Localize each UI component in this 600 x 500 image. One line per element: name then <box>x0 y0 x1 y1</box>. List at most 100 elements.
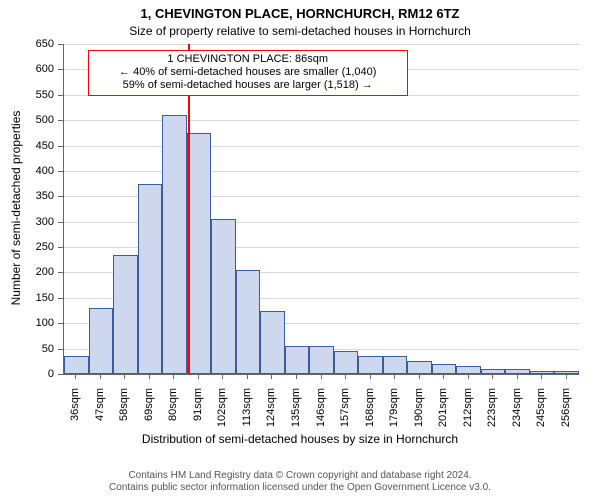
gridline <box>64 146 579 147</box>
xtick-mark <box>517 374 518 379</box>
xtick-mark <box>419 374 420 379</box>
footer-line-1: Contains HM Land Registry data © Crown c… <box>128 470 471 481</box>
histogram-bar <box>407 361 432 374</box>
gridline <box>64 171 579 172</box>
histogram-bar <box>162 115 187 374</box>
xtick-mark <box>222 374 223 379</box>
xtick-mark <box>149 374 150 379</box>
xtick-label: 168sqm <box>364 388 376 438</box>
gridline <box>64 374 579 375</box>
chart-title: 1, CHEVINGTON PLACE, HORNCHURCH, RM12 6T… <box>0 6 600 21</box>
ytick-label: 100 <box>0 317 54 329</box>
xtick-mark <box>100 374 101 379</box>
xtick-label: 190sqm <box>413 388 425 438</box>
xtick-label: 80sqm <box>167 388 179 438</box>
xtick-label: 113sqm <box>241 388 253 438</box>
histogram-bar <box>260 311 285 374</box>
histogram-bar <box>358 356 383 374</box>
histogram-bar <box>383 356 408 374</box>
ytick-label: 550 <box>0 89 54 101</box>
xtick-label: 135sqm <box>290 388 302 438</box>
xtick-label: 69sqm <box>143 388 155 438</box>
ytick-mark <box>58 196 63 197</box>
ytick-label: 0 <box>0 368 54 380</box>
xtick-label: 124sqm <box>265 388 277 438</box>
ytick-mark <box>58 44 63 45</box>
xtick-label: 212sqm <box>462 388 474 438</box>
gridline <box>64 44 579 45</box>
xtick-mark <box>296 374 297 379</box>
xtick-label: 201sqm <box>437 388 449 438</box>
ytick-mark <box>58 120 63 121</box>
xtick-label: 146sqm <box>315 388 327 438</box>
ytick-mark <box>58 222 63 223</box>
annotation-line: 1 CHEVINGTON PLACE: 86sqm <box>93 53 403 66</box>
xtick-mark <box>370 374 371 379</box>
histogram-bar <box>456 366 481 374</box>
ytick-label: 250 <box>0 241 54 253</box>
xtick-label: 58sqm <box>118 388 130 438</box>
ytick-mark <box>58 272 63 273</box>
xtick-label: 157sqm <box>339 388 351 438</box>
xtick-mark <box>173 374 174 379</box>
xtick-label: 234sqm <box>511 388 523 438</box>
ytick-label: 600 <box>0 63 54 75</box>
ytick-label: 350 <box>0 190 54 202</box>
histogram-bar <box>211 219 236 374</box>
footer: Contains HM Land Registry data © Crown c… <box>0 470 600 494</box>
ytick-mark <box>58 323 63 324</box>
xtick-mark <box>198 374 199 379</box>
ytick-label: 50 <box>0 343 54 355</box>
ytick-mark <box>58 298 63 299</box>
xtick-mark <box>566 374 567 379</box>
xtick-label: 179sqm <box>388 388 400 438</box>
footer-line-2: Contains public sector information licen… <box>109 482 491 493</box>
xtick-mark <box>124 374 125 379</box>
xtick-mark <box>75 374 76 379</box>
ytick-label: 200 <box>0 266 54 278</box>
xtick-mark <box>541 374 542 379</box>
ytick-mark <box>58 349 63 350</box>
xtick-label: 102sqm <box>216 388 228 438</box>
xtick-mark <box>345 374 346 379</box>
xtick-mark <box>247 374 248 379</box>
xtick-label: 223sqm <box>486 388 498 438</box>
histogram-bar <box>334 351 359 374</box>
histogram-bar <box>138 184 163 374</box>
histogram-bar <box>236 270 261 374</box>
xtick-mark <box>468 374 469 379</box>
ytick-label: 650 <box>0 38 54 50</box>
histogram-bar <box>64 356 89 374</box>
annotation-line: 59% of semi-detached houses are larger (… <box>93 79 403 92</box>
ytick-mark <box>58 171 63 172</box>
ytick-label: 300 <box>0 216 54 228</box>
xtick-label: 91sqm <box>192 388 204 438</box>
xtick-label: 245sqm <box>535 388 547 438</box>
xtick-mark <box>394 374 395 379</box>
xtick-mark <box>492 374 493 379</box>
ytick-mark <box>58 374 63 375</box>
histogram-bar <box>113 255 138 374</box>
annotation-line: ← 40% of semi-detached houses are smalle… <box>93 66 403 79</box>
xtick-mark <box>271 374 272 379</box>
chart-subtitle: Size of property relative to semi-detach… <box>0 24 600 38</box>
ytick-label: 150 <box>0 292 54 304</box>
property-annotation: 1 CHEVINGTON PLACE: 86sqm← 40% of semi-d… <box>88 50 408 96</box>
gridline <box>64 120 579 121</box>
chart-plot-area: 1 CHEVINGTON PLACE: 86sqm← 40% of semi-d… <box>63 44 579 375</box>
ytick-mark <box>58 69 63 70</box>
ytick-label: 500 <box>0 114 54 126</box>
histogram-bar <box>309 346 334 374</box>
xtick-label: 36sqm <box>69 388 81 438</box>
ytick-label: 400 <box>0 165 54 177</box>
xtick-mark <box>321 374 322 379</box>
ytick-mark <box>58 95 63 96</box>
ytick-mark <box>58 247 63 248</box>
ytick-label: 450 <box>0 140 54 152</box>
histogram-bar <box>432 364 457 374</box>
ytick-mark <box>58 146 63 147</box>
xtick-mark <box>443 374 444 379</box>
xtick-label: 256sqm <box>560 388 572 438</box>
xtick-label: 47sqm <box>94 388 106 438</box>
histogram-bar <box>187 133 212 374</box>
